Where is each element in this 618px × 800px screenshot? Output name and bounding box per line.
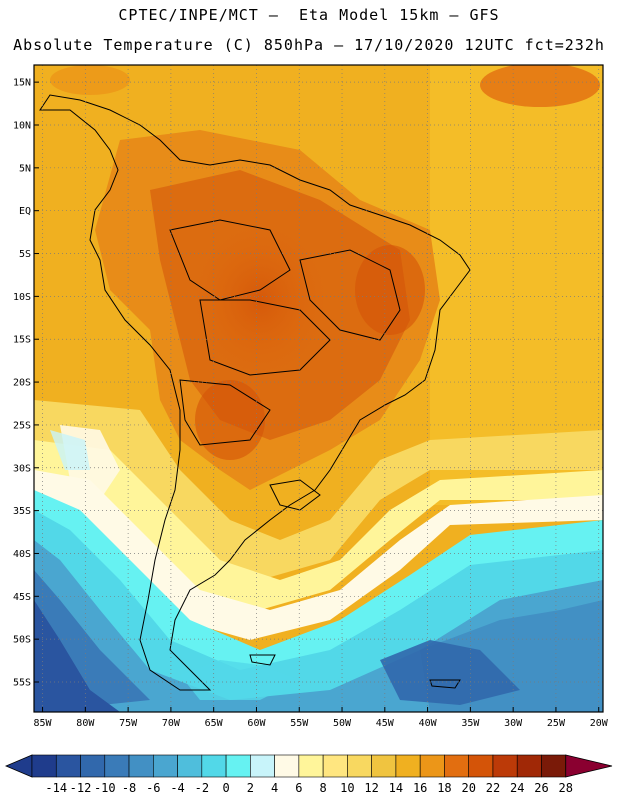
lon-tick-label: 70W: [162, 718, 181, 729]
colorbar-label: -2: [195, 781, 209, 795]
colorbar-label: 10: [340, 781, 354, 795]
colorbar-label: 20: [461, 781, 475, 795]
colorbar-swatch: [104, 754, 130, 778]
temperature-field: [34, 65, 603, 712]
colorbar-swatch: [177, 754, 203, 778]
lat-tick-label: 5N: [19, 163, 31, 174]
lat-tick-label: 20S: [13, 378, 31, 389]
colorbar-label: -12: [70, 781, 92, 795]
colorbar: -14 -12 -10 -8 -6 -4 -2 0 2 4 6 8 10 12 14 16 18 20 22 24 26…: [4, 754, 613, 795]
coastline: [39, 94, 471, 691]
colorbar-label: 16: [413, 781, 427, 795]
lat-tick-label: 50S: [13, 635, 31, 646]
colorbar-label: 22: [486, 781, 500, 795]
colorbar-label: 0: [222, 781, 229, 795]
map-frame: [33, 64, 604, 713]
lat-tick-label: 40S: [13, 549, 31, 560]
longitude-axis: 85W 80W 75W 70W 65W 60W 55W 50W 45W 40W 35W 30W 25W 2…: [34, 707, 609, 729]
lat-tick-label: 15S: [13, 335, 31, 346]
title-line-1: CPTEC/INPE/MCT — Eta Model 15km — GFS: [118, 6, 500, 24]
colorbar-swatch: [225, 754, 251, 778]
colorbar-label: 24: [510, 781, 524, 795]
colorbar-swatch: [128, 754, 154, 778]
lon-tick-label: 85W: [34, 718, 53, 729]
colorbar-swatch: [468, 754, 494, 778]
colorbar-label: 26: [534, 781, 548, 795]
colorbar-left-arrow: [4, 754, 33, 778]
title-line-2: Absolute Temperature (C) 850hPa — 17/10/…: [13, 36, 605, 54]
colorbar-label: 12: [364, 781, 378, 795]
lon-tick-label: 30W: [504, 718, 523, 729]
colorbar-label: -6: [146, 781, 160, 795]
lat-tick-label: 25S: [13, 420, 31, 431]
colorbar-swatch: [444, 754, 469, 778]
colorbar-swatch: [80, 754, 106, 778]
colorbar-swatch: [153, 754, 178, 778]
colorbar-swatch: [55, 754, 81, 778]
colorbar-label: 2: [247, 781, 254, 795]
colorbar-swatch: [541, 754, 567, 778]
colorbar-swatch: [371, 754, 397, 778]
colorbar-label: -14: [45, 781, 67, 795]
colorbar-swatch: [201, 754, 227, 778]
colorbar-swatch: [274, 754, 300, 778]
colorbar-swatch: [419, 754, 445, 778]
lon-tick-label: 25W: [547, 718, 566, 729]
lat-tick-label: 35S: [13, 506, 31, 517]
lon-tick-label: 20W: [590, 718, 609, 729]
lon-tick-label: 75W: [119, 718, 138, 729]
lat-tick-label: 10N: [13, 120, 31, 131]
colorbar-label: 6: [295, 781, 302, 795]
lat-tick-label: EQ: [19, 206, 31, 217]
colorbar-swatch: [322, 754, 348, 778]
colorbar-label: 14: [389, 781, 403, 795]
lon-tick-label: 45W: [376, 718, 395, 729]
colorbar-swatch: [250, 754, 275, 778]
colorbar-label: 18: [437, 781, 451, 795]
lon-tick-label: 60W: [247, 718, 266, 729]
lon-tick-label: 35W: [461, 718, 480, 729]
colorbar-right-arrow: [565, 754, 613, 778]
colorbar-swatch: [395, 754, 421, 778]
colorbar-label: 8: [320, 781, 327, 795]
lon-tick-label: 55W: [290, 718, 309, 729]
colorbar-label: -4: [170, 781, 184, 795]
lon-tick-label: 80W: [76, 718, 95, 729]
lon-tick-label: 40W: [419, 718, 438, 729]
colorbar-swatch: [298, 754, 324, 778]
lat-tick-label: 15N: [13, 78, 31, 89]
latitude-axis: 15N 10N 5N EQ 5S 10S 15S 20S 25S 30S 35S 40S 45S 50S 5…: [13, 78, 39, 689]
colorbar-swatch: [492, 754, 518, 778]
colorbar-swatch: [31, 754, 57, 778]
lat-tick-label: 45S: [13, 592, 31, 603]
colorbar-swatch: [347, 754, 372, 778]
lat-tick-label: 55S: [13, 678, 31, 689]
colorbar-label: 28: [559, 781, 573, 795]
graticule: [34, 65, 603, 712]
colorbar-label: -8: [122, 781, 136, 795]
lat-tick-label: 10S: [13, 292, 31, 303]
lat-tick-label: 5S: [19, 249, 31, 260]
lat-tick-label: 30S: [13, 463, 31, 474]
lon-tick-label: 65W: [205, 718, 224, 729]
colorbar-swatch: [516, 754, 542, 778]
colorbar-label: -10: [94, 781, 116, 795]
lon-tick-label: 50W: [333, 718, 352, 729]
colorbar-label: 4: [271, 781, 278, 795]
